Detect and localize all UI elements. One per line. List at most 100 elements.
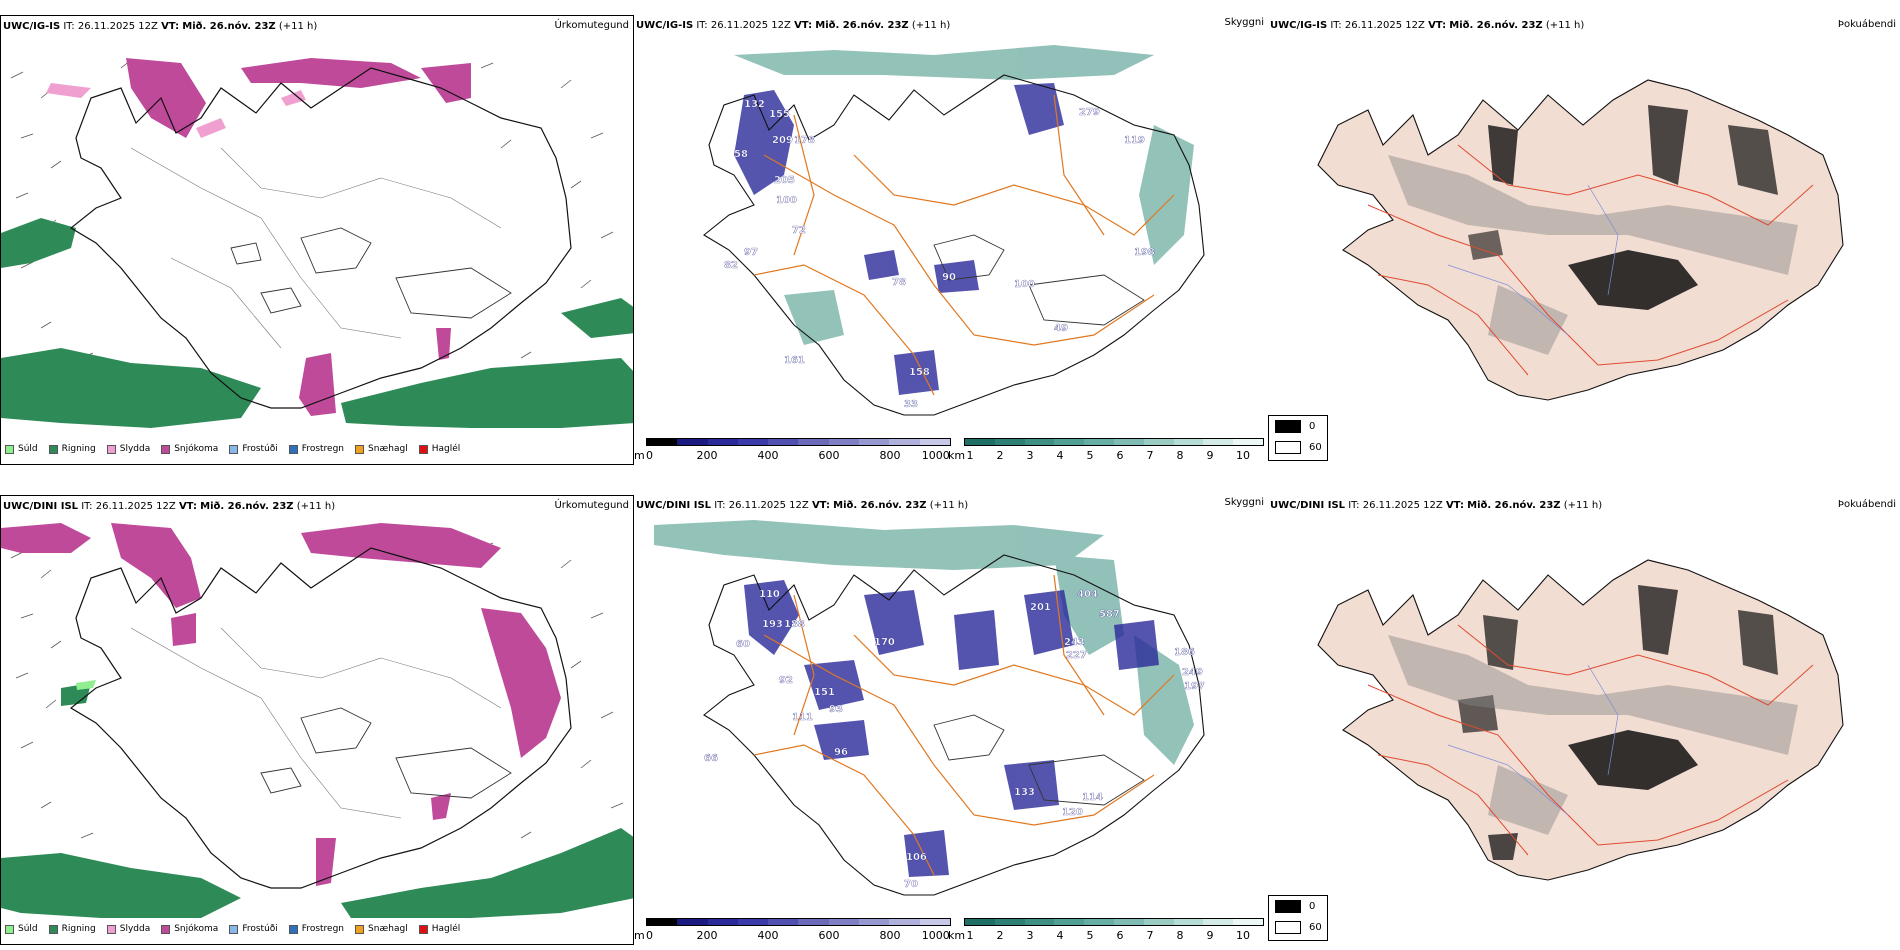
tick-label: 7 — [1146, 449, 1154, 462]
vt-label: VT: — [1445, 500, 1464, 511]
vis-label: 197 — [1184, 681, 1205, 692]
cloud-gray-areas — [1388, 155, 1798, 355]
tick-label: 400 — [757, 929, 779, 942]
legend-label: Frostregn — [301, 444, 345, 454]
it-value: 26.11.2025 12Z — [95, 501, 176, 512]
legend-label: Haglél — [431, 924, 461, 934]
tick-label: 0 — [646, 929, 653, 942]
low-vis-areas — [744, 580, 1159, 877]
wind-barbs — [10, 539, 624, 839]
low-vis-areas — [734, 83, 1064, 395]
colorbar-cells — [964, 918, 1264, 926]
road-network — [1367, 624, 1814, 856]
legend-item: Snæhagl — [355, 444, 408, 454]
legend-item: Súld — [5, 924, 38, 934]
tick-label: 6 — [1116, 929, 1124, 942]
tick-label: 400 — [757, 449, 779, 462]
vis-label: 96 — [834, 747, 848, 758]
iceland-coastline — [69, 67, 572, 409]
it-value: 26.11.2025 12Z — [77, 21, 158, 32]
cloud-map — [1317, 559, 1844, 881]
panel-title: Úrkomutegund — [554, 20, 629, 31]
cloud-map — [1317, 79, 1844, 401]
glaciers — [260, 707, 512, 799]
lead-time: (+11 h) — [296, 501, 336, 512]
vis-label: 92 — [779, 675, 793, 686]
panel-header: UWC/DINI ISL IT: 26.11.2025 12Z VT: Mið.… — [1270, 500, 1602, 511]
snow-areas — [1, 523, 561, 886]
tick-label: 10 — [1236, 449, 1250, 462]
panel-header: UWC/IG-IS IT: 26.11.2025 12Z VT: Mið. 26… — [1270, 20, 1584, 31]
colorbar-unit: m — [634, 449, 645, 462]
vis-label: 155 — [769, 109, 790, 120]
tick-label: 2 — [996, 929, 1004, 942]
vt-value: Mið. 26.nóv. 23Z — [815, 20, 909, 31]
panel-title: Skyggni — [1224, 17, 1264, 28]
tick-label: 6 — [1116, 449, 1124, 462]
legend-label: 0 — [1309, 421, 1316, 432]
road-network — [753, 574, 1175, 876]
legend-label: 60 — [1309, 922, 1322, 933]
legend-item: Slydda — [106, 924, 151, 934]
vis-label: 158 — [909, 367, 930, 378]
cloud-legend: 0 60 — [1268, 895, 1328, 941]
legend-item: Haglél — [418, 924, 461, 934]
tick-label: 3 — [1026, 449, 1034, 462]
legend-swatch — [5, 924, 14, 934]
legend-label: Slydda — [119, 924, 151, 934]
vis-label: 243 — [1064, 637, 1085, 648]
it-label: IT: — [696, 20, 708, 31]
vis-label: 100 — [1014, 279, 1035, 290]
vis-label: 178 — [794, 135, 815, 146]
legend-label: Haglél — [431, 444, 461, 454]
legend-swatch — [1275, 441, 1301, 454]
tick-label: 1000 — [921, 449, 950, 462]
legend-label: Rigning — [61, 924, 96, 934]
rivers — [1447, 184, 1619, 336]
colorbar-cells — [964, 438, 1264, 446]
vis-label: 49 — [1054, 323, 1068, 334]
visibility-panel-bottom: UWC/DINI ISL IT: 26.11.2025 12Z VT: Mið.… — [634, 495, 1268, 945]
road-network — [753, 94, 1175, 396]
vis-label: 33 — [904, 399, 918, 410]
tick-label: 1000 — [921, 929, 950, 942]
colorbar-ticks: 0 200 400 600 800 1000 — [646, 929, 951, 942]
legend-swatch — [5, 444, 14, 454]
tick-label: 1 — [966, 449, 974, 462]
visibility-height-labels: 132 155 209 178 58 205 100 72 279 119 97… — [724, 99, 1155, 410]
legend-label: 0 — [1309, 901, 1316, 912]
legend-item: Frostregn — [288, 444, 345, 454]
vis-label: 132 — [744, 99, 765, 110]
tick-label: 200 — [696, 929, 718, 942]
cloud-dark-areas — [1468, 105, 1778, 310]
visibility-height-labels: 110 193 188 60 170 404 201 587 243 227 9… — [704, 589, 1205, 890]
vis-label: 119 — [1124, 135, 1145, 146]
tick-label: 600 — [818, 929, 840, 942]
vis-label: 93 — [829, 704, 843, 715]
colorbar-unit: km — [948, 929, 966, 942]
vt-value: Mið. 26.nóv. 23Z — [1467, 500, 1561, 511]
vis-label: 170 — [874, 637, 895, 648]
vis-label: 279 — [1079, 107, 1100, 118]
vis-label: 111 — [792, 712, 813, 723]
it-value: 26.11.2025 12Z — [728, 500, 809, 511]
precip-panel-top: UWC/IG-IS IT: 26.11.2025 12Z VT: Mið. 26… — [0, 15, 634, 465]
panel-title: Þokuábendi — [1837, 19, 1896, 30]
legend-item: Frostúði — [229, 444, 278, 454]
vis-label: 58 — [734, 149, 748, 160]
it-value: 26.11.2025 12Z — [1344, 20, 1425, 31]
cloud-panel-top: UWC/IG-IS IT: 26.11.2025 12Z VT: Mið. 26… — [1268, 15, 1900, 465]
legend-swatch — [418, 924, 428, 934]
vis-label: 114 — [1082, 792, 1103, 803]
vis-label: 70 — [904, 879, 918, 890]
tick-label: 9 — [1206, 929, 1214, 942]
vt-label: VT: — [161, 21, 180, 32]
road-network — [1367, 144, 1814, 376]
legend-item: Frostregn — [288, 924, 344, 934]
vt-label: VT: — [794, 20, 813, 31]
panel-title: Skyggni — [1224, 497, 1264, 508]
tick-label: 5 — [1086, 929, 1094, 942]
vis-label: 209 — [772, 135, 793, 146]
tick-label: 4 — [1056, 449, 1064, 462]
tick-label: 8 — [1176, 929, 1184, 942]
